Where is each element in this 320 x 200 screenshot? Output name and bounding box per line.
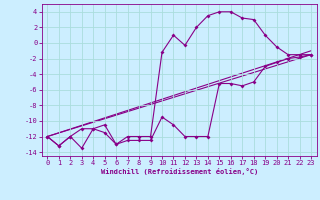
X-axis label: Windchill (Refroidissement éolien,°C): Windchill (Refroidissement éolien,°C) [100,168,258,175]
